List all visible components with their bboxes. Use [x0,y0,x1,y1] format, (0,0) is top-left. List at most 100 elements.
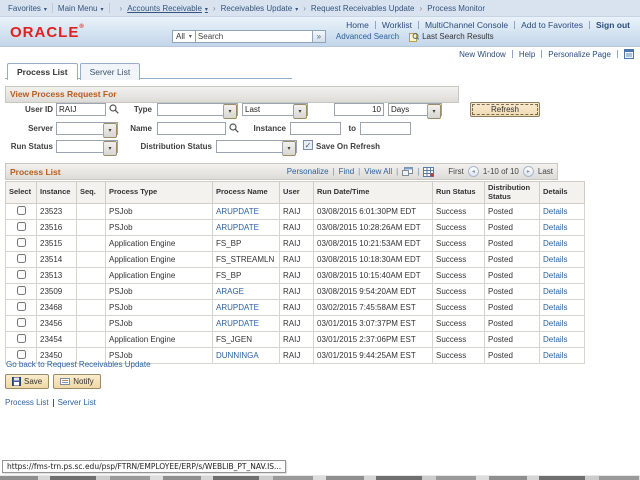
details-link[interactable]: Details [543,335,568,345]
download-grid-icon[interactable] [423,166,435,177]
row-select-checkbox[interactable] [16,286,26,296]
row-select-checkbox[interactable] [16,254,26,264]
process-name-cell: ARUPDATE [212,203,280,221]
breadcrumb-receivables-update[interactable]: Receivables Update ▾ [220,3,299,13]
notify-button[interactable]: Notify [53,374,101,389]
details-cell: Details [539,203,585,221]
help-link[interactable]: Help [518,49,536,59]
details-link[interactable]: Details [543,287,568,297]
details-link[interactable]: Details [543,303,568,313]
seq-cell [76,219,106,237]
server-select[interactable]: ▾ [56,122,118,138]
instance-from-input[interactable] [290,122,341,135]
name-lookup-icon[interactable] [228,122,240,134]
details-link[interactable]: Details [543,255,568,265]
last-search-results-link[interactable]: Last Search Results [409,32,494,42]
breadcrumb-request-receivables-update[interactable]: Request Receivables Update [310,3,415,13]
process-name-link[interactable]: ARUPDATE [216,223,259,233]
divider [589,21,590,29]
name-input[interactable] [157,122,226,135]
col-instance: Instance [36,180,77,205]
main-menu[interactable]: Main Menu ▾ [58,4,104,13]
process-type-cell: Application Engine [105,235,213,253]
personalize-page-link[interactable]: Personalize Page [548,49,611,59]
process-name-link[interactable]: ARUPDATE [216,319,259,329]
row-select-checkbox[interactable] [16,350,26,360]
divider [417,21,419,29]
breadcrumb-accounts-receivable[interactable]: Accounts Receivable ▾ [127,3,208,13]
row-select-checkbox[interactable] [16,302,26,312]
row-select-checkbox[interactable] [16,318,26,328]
process-name-link[interactable]: ARUPDATE [216,207,259,217]
http-window-icon[interactable] [624,49,634,59]
tab-strip: Process List Server List [7,63,141,81]
refresh-button[interactable]: Refresh [470,102,540,117]
go-back-link[interactable]: Go back to Request Receivables Update [6,360,151,369]
next-page-icon[interactable]: ▸ [522,166,534,177]
search-input[interactable] [194,30,313,43]
previous-page-icon[interactable]: ◂ [467,166,479,177]
tab-server-list[interactable]: Server List [79,63,141,80]
worklist-link[interactable]: Worklist [381,20,412,30]
process-name-link[interactable]: ARAGE [216,287,245,297]
row-select-checkbox[interactable] [16,206,26,216]
multichannel-console-link[interactable]: MultiChannel Console [424,20,509,30]
distribution-status-cell: Posted [484,347,540,365]
bottom-server-list-link[interactable]: Server List [57,398,96,407]
advanced-search-link[interactable]: Advanced Search [335,32,400,41]
sign-out-link[interactable]: Sign out [596,20,630,30]
grid-paging: First ◂ 1-10 of 10 ▸ Last [448,166,553,177]
search-bar: All ▾ » Advanced Search Last Search Resu… [172,30,494,43]
home-link[interactable]: Home [346,20,369,30]
view-all-link[interactable]: View All [364,167,393,176]
col-select: Select [5,180,37,205]
details-link[interactable]: Details [543,207,568,217]
days-unit-select[interactable]: Days ▾ [388,103,442,119]
bottom-process-list-link[interactable]: Process List [5,398,49,407]
favorites-menu[interactable]: Favorites ▾ [8,4,47,13]
distribution-status-cell: Posted [484,251,540,269]
instance-cell: 23454 [36,331,77,349]
details-link[interactable]: Details [543,271,568,281]
find-link[interactable]: Find [338,167,355,176]
add-to-favorites-link[interactable]: Add to Favorites [521,20,583,30]
run-status-select[interactable]: ▾ [56,140,118,156]
breadcrumb-separator-icon: › [303,3,306,13]
new-window-link[interactable]: New Window [459,49,506,59]
status-bar-url: https://fms-trn.ps.sc.edu/psp/FTRN/EMPLO… [2,460,287,473]
type-select[interactable]: ▾ [157,103,238,119]
instance-to-input[interactable] [360,122,411,135]
row-select-checkbox[interactable] [16,238,26,248]
save-on-refresh-checkbox[interactable]: ✓ [303,140,313,150]
select-cell [5,315,37,333]
process-name-link[interactable]: ARUPDATE [216,303,259,313]
user-id-lookup-icon[interactable] [108,103,120,115]
details-link[interactable]: Details [543,223,568,233]
run-status-cell: Success [432,235,485,253]
user-id-input[interactable] [56,103,106,116]
details-link[interactable]: Details [543,319,568,329]
process-name-cell: FS_BP [212,267,280,285]
search-scope-select[interactable]: All ▾ [172,30,195,43]
popup-window-icon[interactable] [402,167,414,176]
row-select-checkbox[interactable] [16,270,26,280]
tab-process-list[interactable]: Process List [7,63,78,81]
grid-title: Process List [10,166,61,177]
days-count-input[interactable] [334,103,384,116]
save-button[interactable]: Save [5,374,50,389]
details-link[interactable]: Details [543,239,568,249]
search-go-button[interactable]: » [312,30,326,43]
row-select-checkbox[interactable] [16,334,26,344]
chevron-down-icon: ▾ [427,104,441,119]
row-select-checkbox[interactable] [16,222,26,232]
select-cell [5,299,37,317]
first-label: First [448,167,464,176]
last-select[interactable]: Last ▾ [242,103,308,119]
save-on-refresh-label: Save On Refresh [316,142,381,151]
process-name-link[interactable]: DUNNINGA [216,351,259,361]
distribution-status-select[interactable]: ▾ [216,140,297,156]
personalize-link[interactable]: Personalize [286,167,329,176]
instance-cell: 23509 [36,283,77,301]
details-link[interactable]: Details [543,351,568,361]
user-cell: RAIJ [279,347,314,365]
